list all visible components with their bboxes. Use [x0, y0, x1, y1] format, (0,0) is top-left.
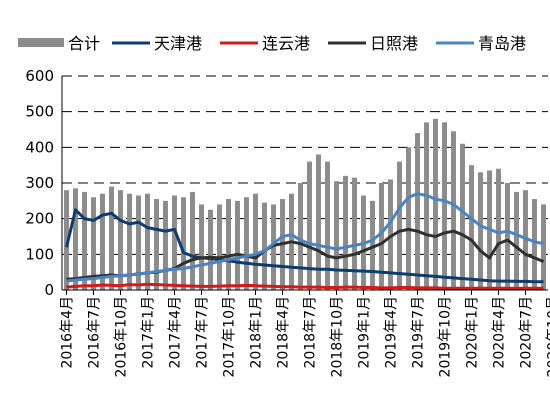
bar: [154, 199, 159, 290]
bar: [172, 195, 177, 290]
bar: [469, 165, 474, 290]
axes: 0 100 200 300 400 500 600 2016年4月 2016年7月 2016年10…: [25, 67, 550, 377]
bar: [541, 204, 546, 290]
y-tick-label: 200: [25, 210, 54, 228]
bar: [406, 147, 411, 290]
bar: [352, 177, 357, 290]
bar: [388, 179, 393, 290]
legend-label: 日照港: [370, 34, 418, 53]
series-line: [66, 192, 544, 283]
x-tick-label: 2016年7月: [87, 296, 103, 369]
bar: [460, 143, 465, 290]
x-tick-label: 2019年4月: [384, 296, 400, 369]
bar: [379, 183, 384, 290]
x-tick-label: 2019年1月: [357, 296, 373, 369]
bar-series: [64, 118, 546, 290]
legend-item: 合计: [18, 34, 100, 53]
bar: [73, 188, 78, 290]
line-series: [65, 192, 545, 290]
bar: [82, 191, 87, 290]
legend-label: 连云港: [262, 34, 310, 53]
bar: [451, 131, 456, 290]
bar: [181, 197, 186, 290]
bar: [208, 209, 213, 290]
bar: [307, 161, 312, 290]
legend-item: 连云港: [220, 34, 310, 53]
x-tick-label: 2018年7月: [303, 296, 319, 369]
bar: [253, 193, 258, 290]
x-tick-label: 2017年4月: [168, 296, 184, 369]
bar: [523, 190, 528, 290]
y-tick-label: 0: [44, 281, 54, 299]
x-tick-label: 2017年10月: [222, 296, 238, 377]
series-line: [66, 282, 544, 290]
bar: [532, 199, 537, 290]
bar: [433, 118, 438, 290]
bar: [334, 181, 339, 290]
grid: [62, 75, 548, 255]
y-tick-label: 100: [25, 245, 54, 263]
series-line: [65, 208, 544, 284]
bar: [190, 191, 195, 290]
legend-label: 青岛港: [478, 34, 526, 53]
bar: [217, 204, 222, 290]
bar: [262, 202, 267, 290]
bar: [118, 190, 123, 290]
bar: [199, 204, 204, 290]
bar: [109, 186, 114, 290]
x-tick-label: 2020年7月: [519, 296, 535, 369]
bar: [424, 122, 429, 290]
y-tick-label: 400: [25, 138, 54, 156]
x-tick-label: 2018年4月: [276, 296, 292, 369]
x-tick-label: 2018年10月: [330, 296, 346, 377]
x-tick-label: 2020年4月: [492, 296, 508, 369]
legend-item: 青岛港: [436, 34, 526, 53]
bar: [235, 200, 240, 290]
bar: [397, 161, 402, 290]
x-tick-label: 2016年4月: [60, 296, 76, 369]
legend-label: 合计: [68, 34, 100, 53]
bar: [496, 168, 501, 290]
y-tick-label: 500: [25, 103, 54, 121]
y-tick-label: 600: [25, 67, 54, 85]
bar: [325, 161, 330, 290]
bar: [163, 200, 168, 290]
x-tick-label: 2017年1月: [141, 296, 157, 369]
bar: [343, 175, 348, 290]
bar: [478, 172, 483, 290]
bar: [127, 193, 132, 290]
bar: [100, 193, 105, 290]
bar: [505, 183, 510, 290]
bar: [415, 133, 420, 290]
bar: [271, 204, 276, 290]
legend: 合计 天津港 连云港 日照港 青岛港: [18, 34, 526, 53]
x-tick-label: 2019年10月: [438, 296, 454, 377]
legend-item: 日照港: [328, 34, 418, 53]
legend-swatch: [18, 38, 64, 47]
bar: [244, 197, 249, 290]
x-tick-label: 2020年10月: [546, 296, 550, 377]
bar: [442, 122, 447, 290]
x-tick-label: 2018年1月: [249, 296, 265, 369]
x-tick-label: 2016年10月: [114, 296, 130, 377]
x-tick-label: 2017年7月: [195, 296, 211, 369]
legend-item: 天津港: [112, 34, 202, 53]
legend-label: 天津港: [154, 34, 202, 53]
bar: [145, 193, 150, 290]
y-tick-label: 300: [25, 174, 54, 192]
bar: [64, 190, 69, 290]
bar: [136, 195, 141, 290]
x-tick-label: 2019年7月: [411, 296, 427, 369]
bar: [370, 200, 375, 290]
bar: [226, 199, 231, 290]
x-tick-label: 2020年1月: [465, 296, 481, 369]
bar: [298, 183, 303, 290]
bar: [91, 197, 96, 290]
bar: [316, 154, 321, 290]
bar: [514, 191, 519, 290]
